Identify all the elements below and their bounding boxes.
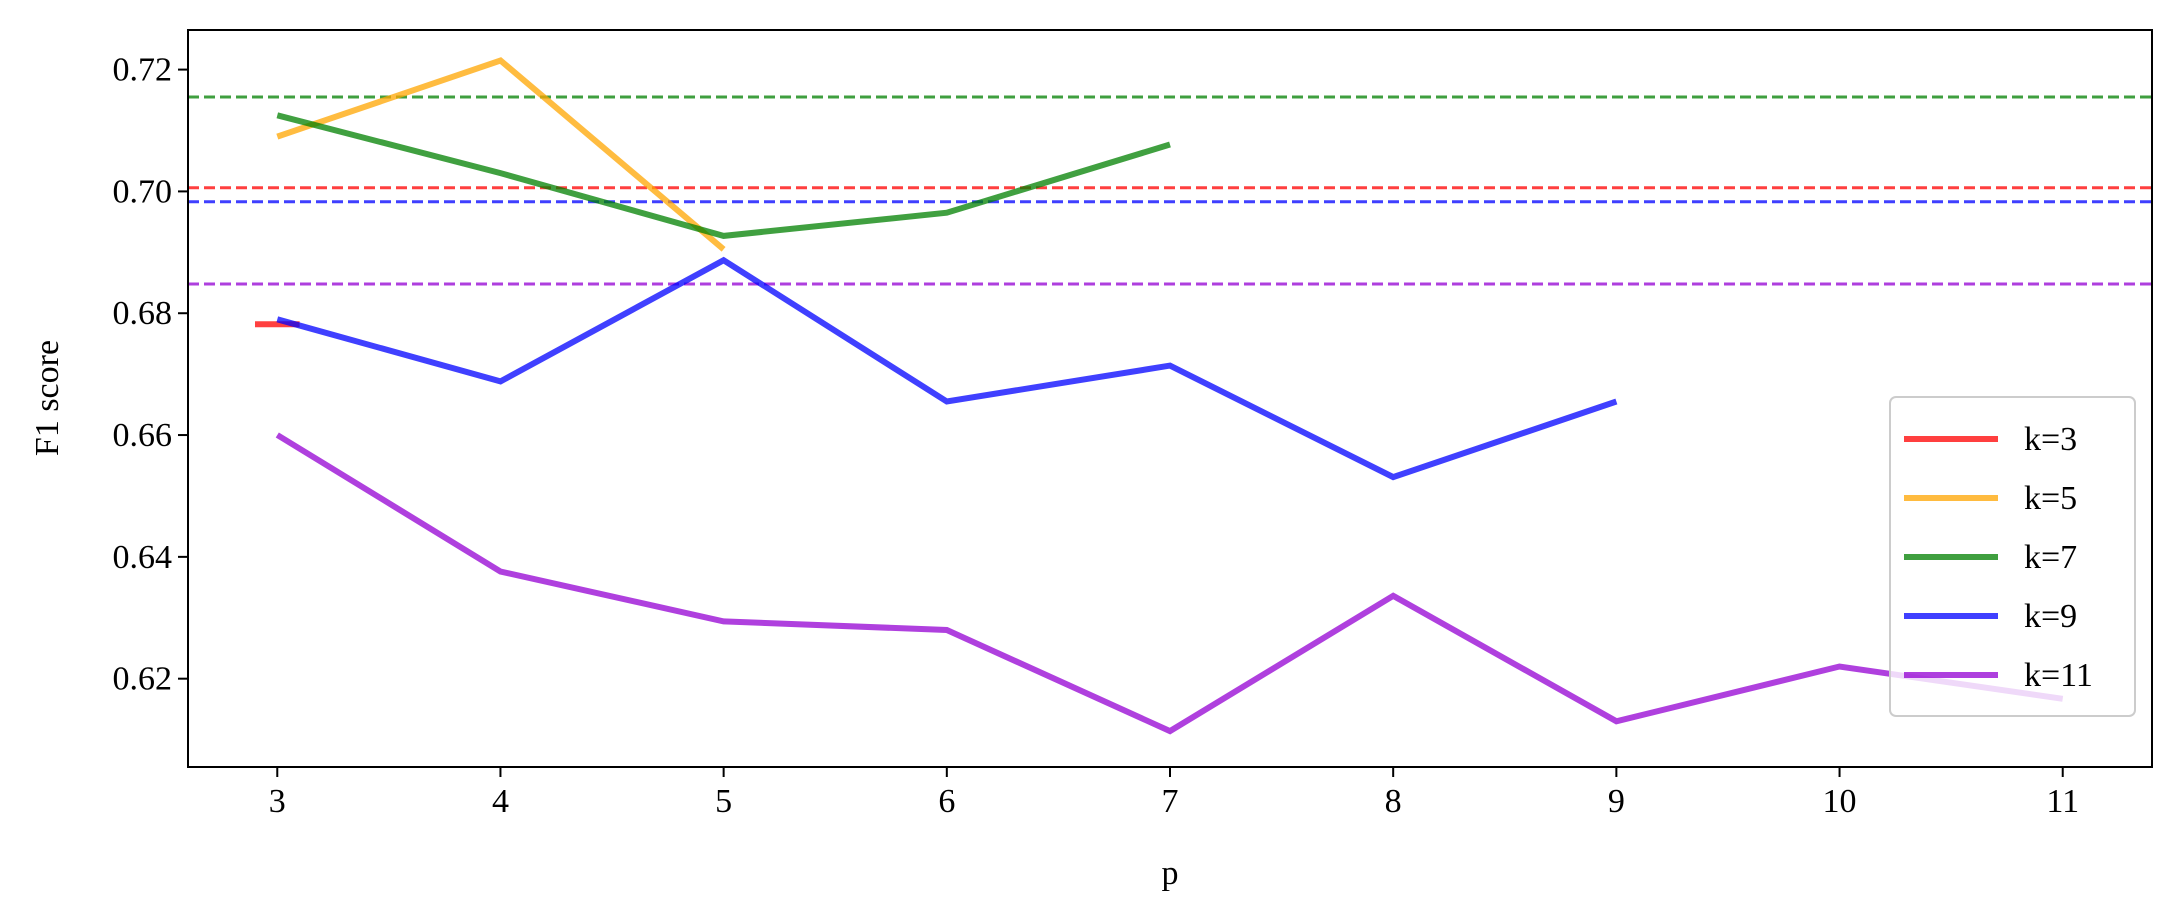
x-tick-label: 11 — [2046, 783, 2079, 820]
series-line-k=7 — [276, 112, 1171, 239]
y-tick-label: 0.68 — [113, 295, 173, 332]
y-tick-label: 0.72 — [113, 52, 173, 89]
series-line-k=9 — [276, 256, 1618, 481]
y-tick-label: 0.70 — [113, 173, 173, 210]
plot-frame — [187, 29, 2153, 768]
legend-label: k=3 — [2024, 421, 2077, 458]
legend: k=3 k=5 k=7 k=9 k=11 — [1889, 396, 2136, 717]
legend-box — [1889, 396, 2136, 717]
x-tick-label: 10 — [1823, 783, 1857, 820]
x-tick-label: 3 — [269, 783, 286, 820]
x-tick-label: 6 — [938, 783, 955, 820]
x-tick-label: 9 — [1608, 783, 1625, 820]
legend-label: k=9 — [2024, 598, 2077, 635]
x-tick-label: 7 — [1162, 783, 1179, 820]
series-lines — [255, 57, 2064, 735]
y-tick-label: 0.62 — [113, 661, 173, 698]
x-tick-label: 8 — [1385, 783, 1402, 820]
legend-label: k=7 — [2024, 539, 2077, 576]
series-line-k=11 — [275, 432, 2064, 735]
x-tick-label: 5 — [715, 783, 732, 820]
legend-label: k=11 — [2024, 657, 2093, 694]
series-line-k=5 — [276, 57, 726, 252]
y-tick-label: 0.64 — [113, 539, 173, 576]
y-tick-label: 0.66 — [113, 417, 173, 454]
y-axis-label: F1 score — [29, 340, 66, 456]
baseline-lines — [188, 95, 2152, 286]
x-tick-label: 4 — [492, 783, 509, 820]
axes: 3 4 5 6 7 8 9 10 11 0.62 0.64 0.66 0.68 0.70 0.72 — [113, 29, 2153, 820]
x-axis-label: p — [1162, 855, 1179, 892]
legend-label: k=5 — [2024, 480, 2077, 517]
